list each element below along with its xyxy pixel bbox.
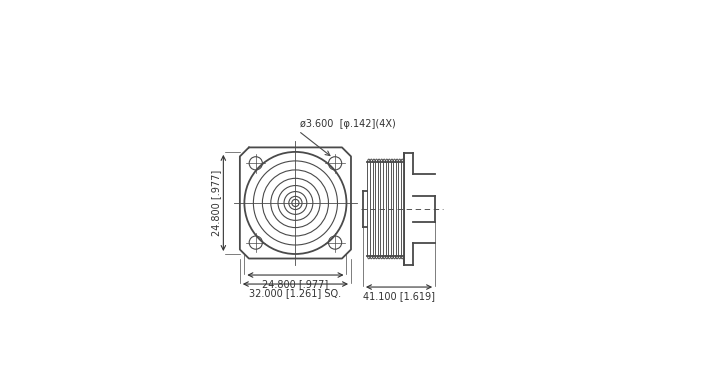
- Text: ø3.600  [φ.142](4X): ø3.600 [φ.142](4X): [300, 119, 396, 129]
- Text: 24.800 [.977]: 24.800 [.977]: [262, 278, 328, 289]
- Text: 24.800 [.977]: 24.800 [.977]: [211, 170, 221, 236]
- Text: 41.100 [1.619]: 41.100 [1.619]: [363, 291, 435, 301]
- Text: 32.000 [1.261] SQ.: 32.000 [1.261] SQ.: [249, 288, 341, 298]
